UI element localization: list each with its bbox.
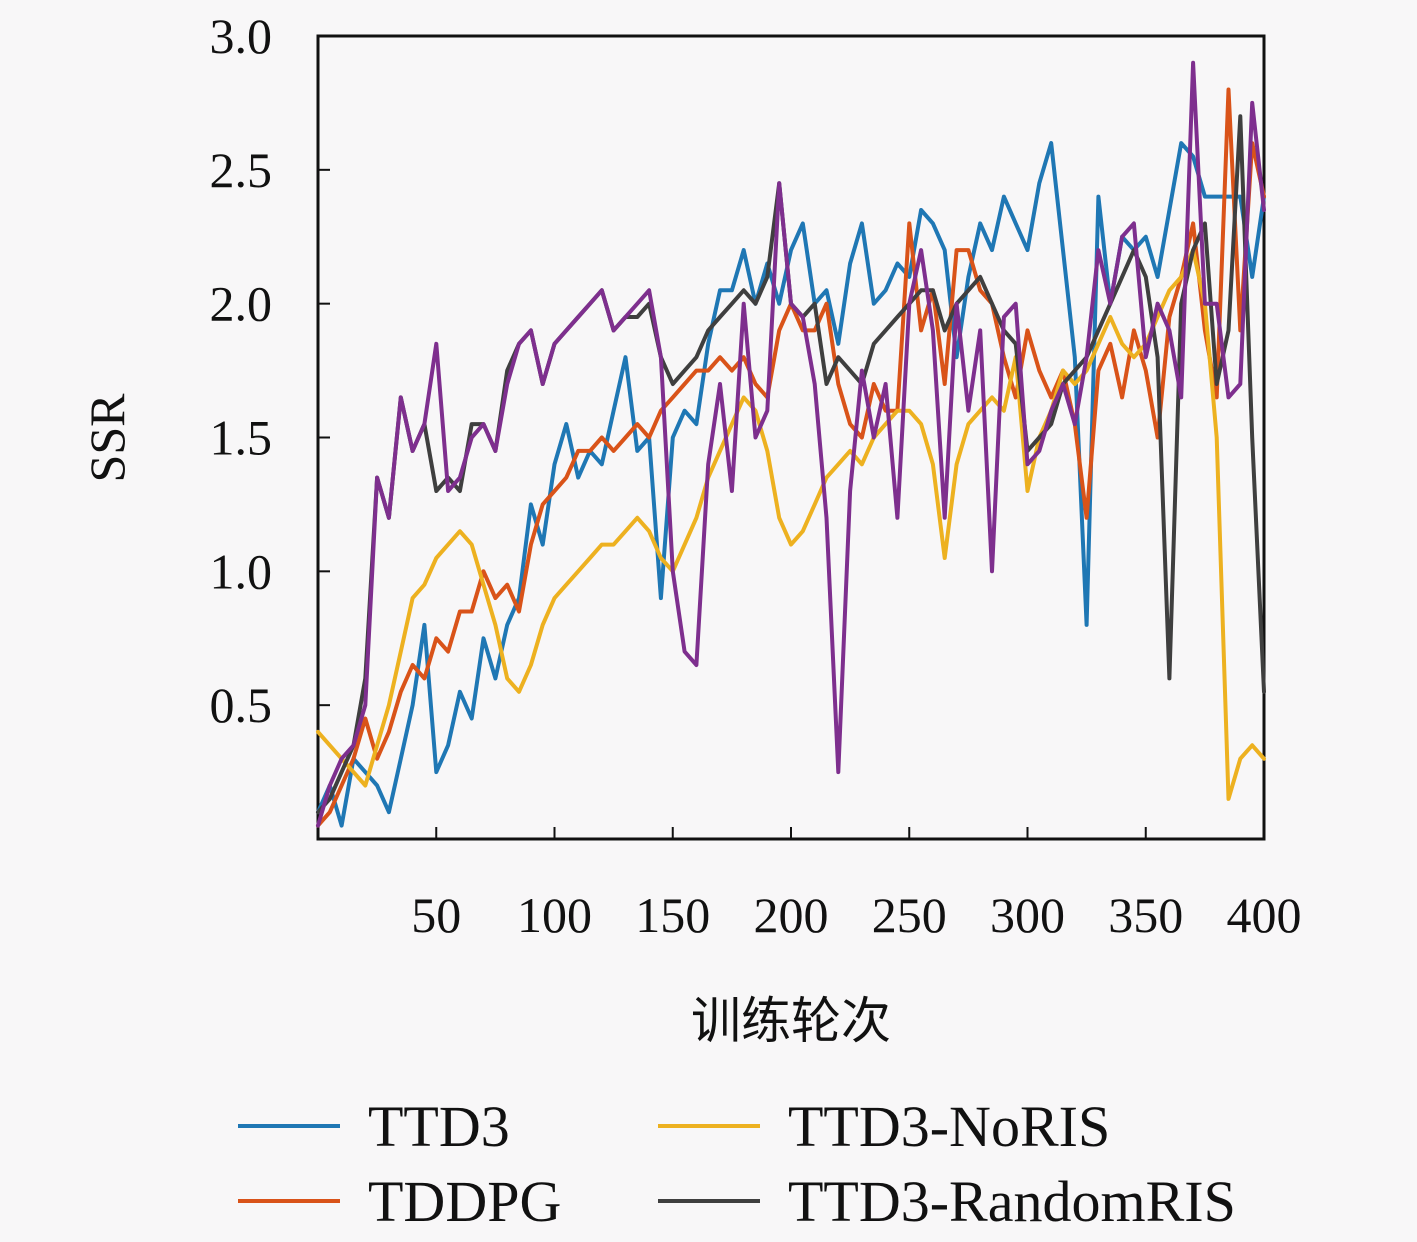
- x-tick-label: 200: [754, 887, 829, 943]
- y-tick-label: 2.5: [210, 142, 273, 198]
- y-tick-label: 1.5: [210, 410, 273, 466]
- tick-layer: 50 100 150 200 250 300 350 400 0.5 1.0 1.5 2.0 2.5 3.…: [210, 8, 1302, 943]
- x-tick-label: 300: [990, 887, 1065, 943]
- y-axis-label: SSR: [79, 393, 135, 483]
- plot-frame: [316, 34, 1266, 841]
- legend-label: TDDPG: [368, 1169, 561, 1234]
- legend: TTD3 TDDPG TTD3-NoRIS TTD3-RandomRIS: [238, 1094, 1236, 1234]
- x-tick-label: 100: [517, 887, 592, 943]
- series-line-unlabeled-4: [316, 60, 1266, 828]
- y-tick-label: 3.0: [210, 8, 273, 64]
- series-line-ttd3: [316, 141, 1266, 828]
- y-tick-label: 2.0: [210, 276, 273, 332]
- x-axis-label: 训练轮次: [691, 993, 891, 1049]
- y-tick-label: 1.0: [210, 543, 273, 599]
- y-tick-label: 0.5: [210, 677, 273, 733]
- x-tick-label: 150: [635, 887, 710, 943]
- x-tick-label: 400: [1227, 887, 1302, 943]
- legend-label: TTD3-RandomRIS: [788, 1169, 1236, 1234]
- series-line-ttd3-noris: [316, 248, 1266, 801]
- series-layer: [316, 60, 1266, 828]
- x-tick-label: 50: [411, 887, 461, 943]
- x-tick-label: 250: [872, 887, 947, 943]
- legend-label: TTD3-NoRIS: [788, 1094, 1110, 1159]
- x-tick-label: 350: [1108, 887, 1183, 943]
- legend-label: TTD3: [368, 1094, 510, 1159]
